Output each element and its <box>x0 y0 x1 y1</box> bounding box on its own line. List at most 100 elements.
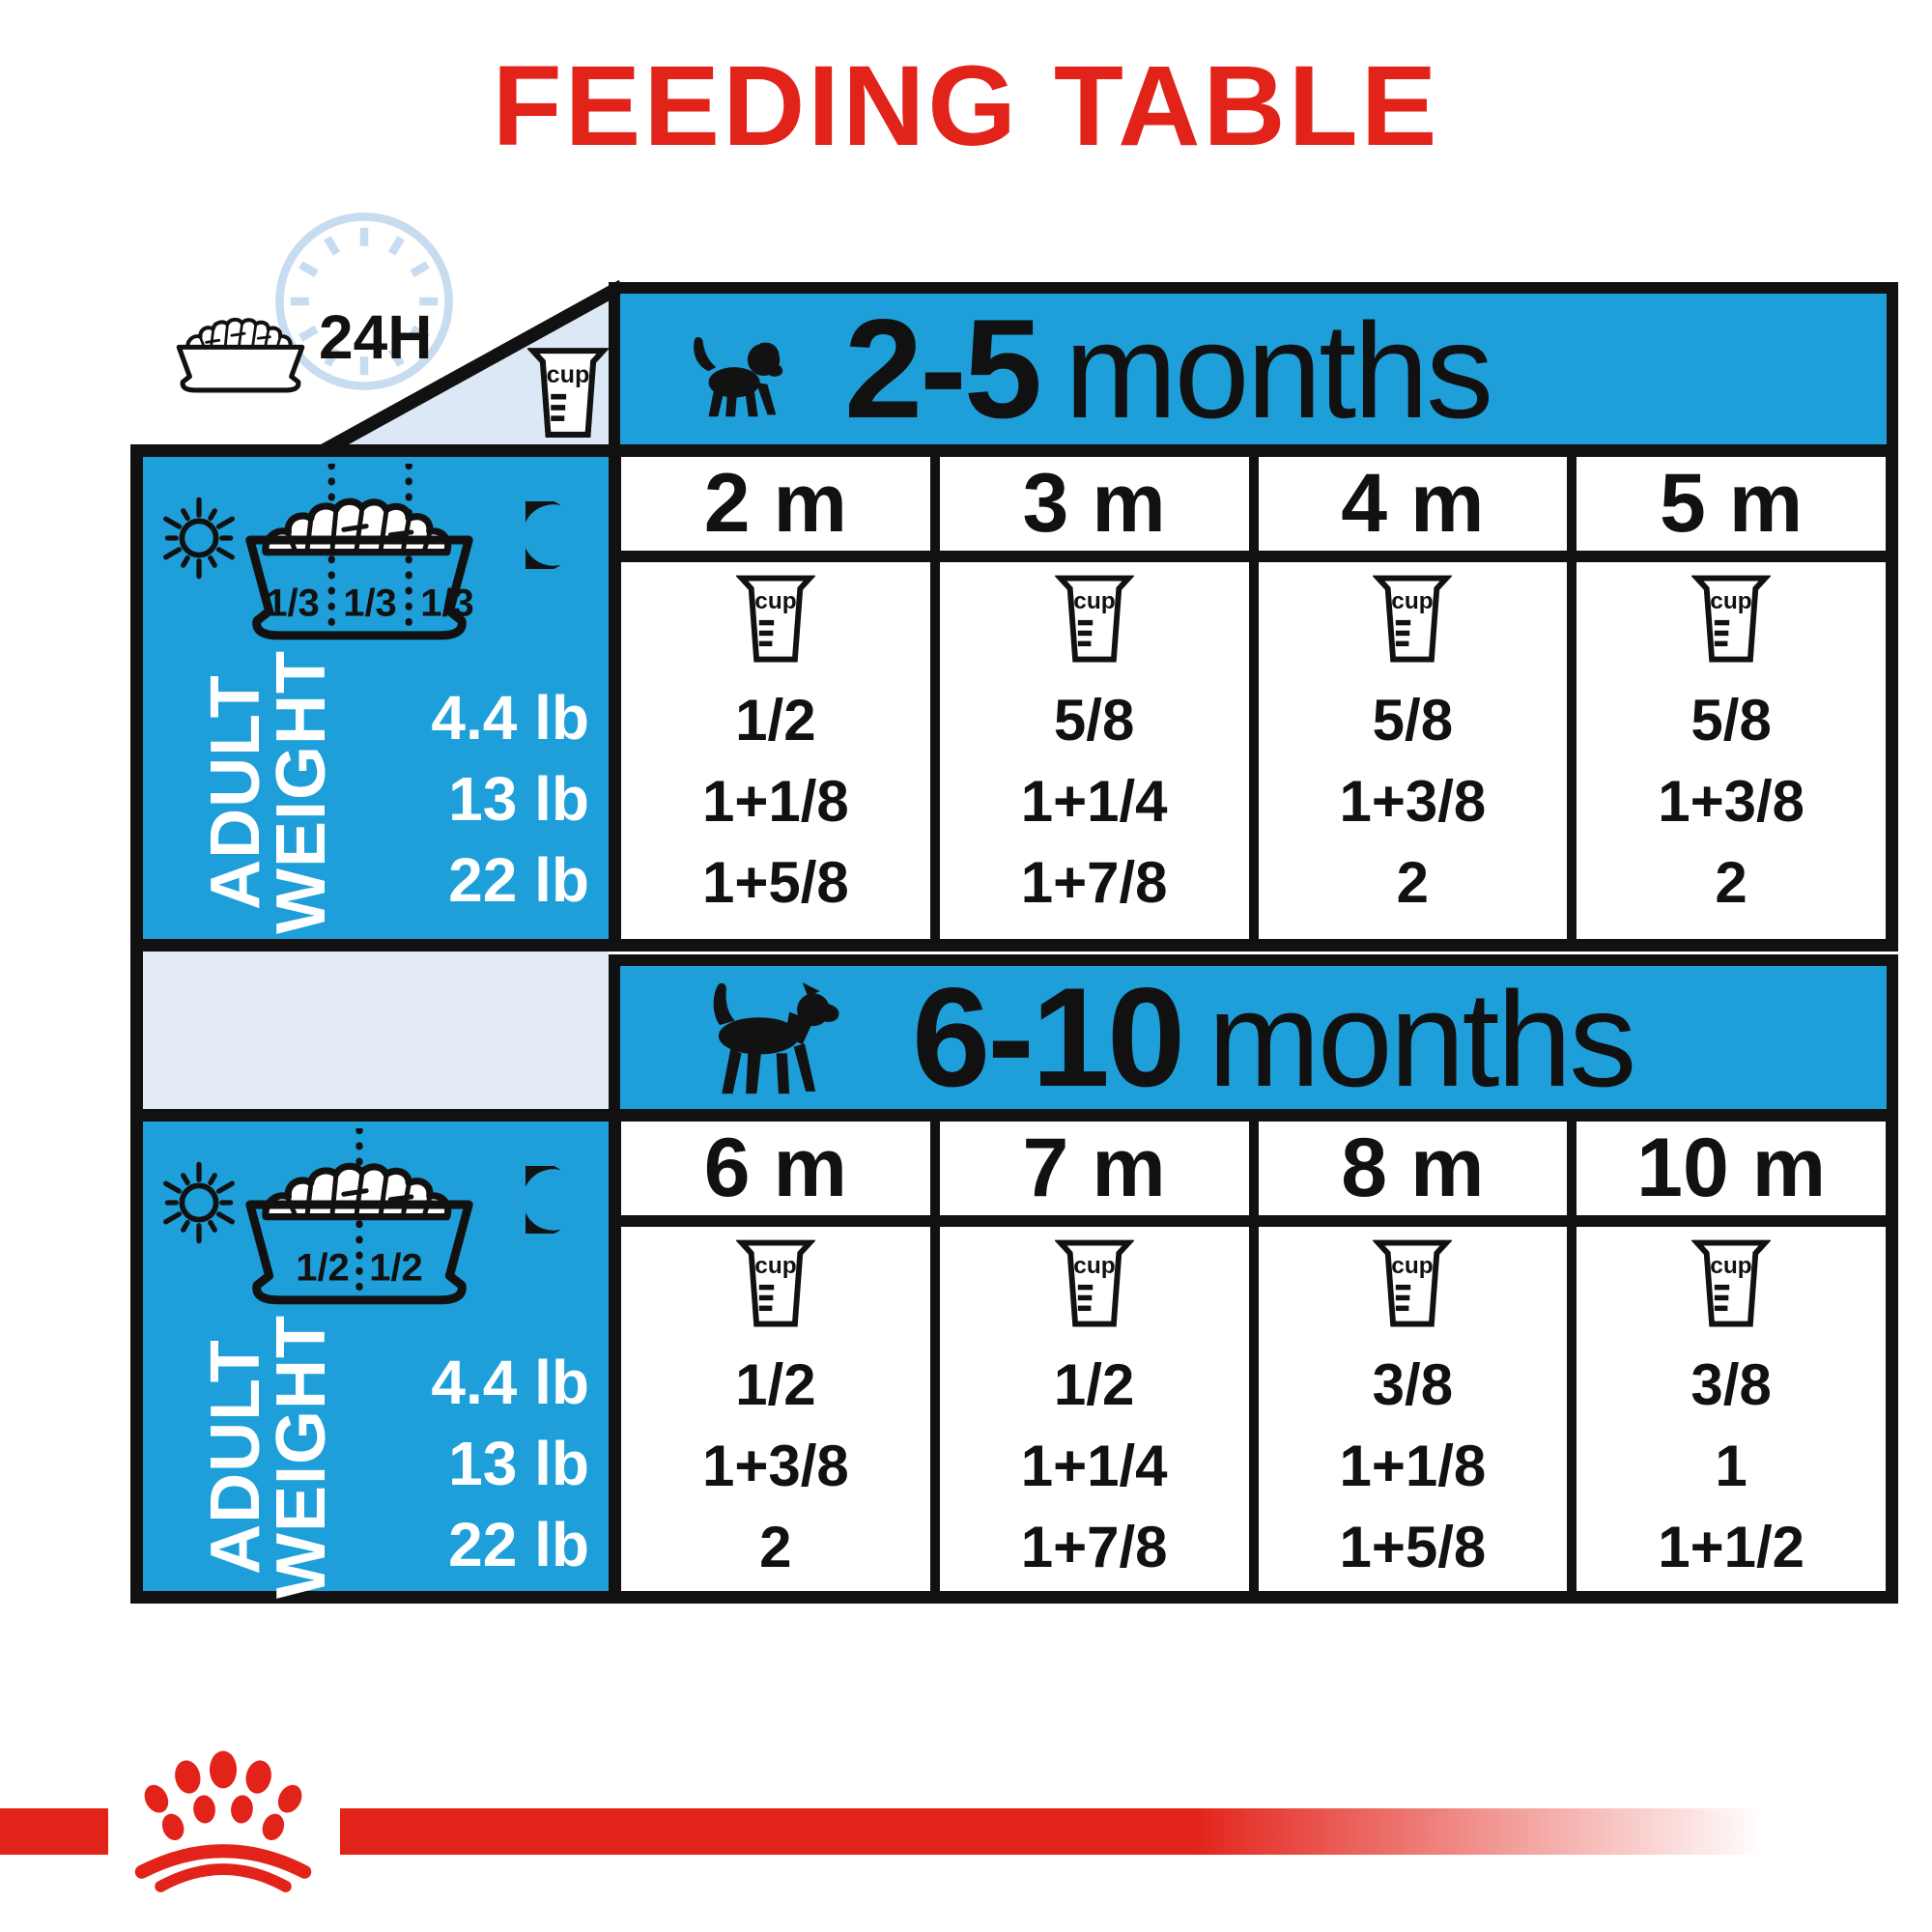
feed-value: 1/2 <box>735 688 816 753</box>
feed-value: 1+3/8 <box>1339 769 1487 834</box>
duration-label: 24H <box>319 302 433 372</box>
feed-value: 5/8 <box>1053 688 1135 753</box>
portion-label: 1/2 <box>296 1246 350 1290</box>
measuring-cup-icon: cup <box>1054 1239 1134 1327</box>
feeding-cell: cup 3/8 1 1+1/2 <box>1577 1227 1886 1591</box>
month-header: 7 m <box>939 1122 1249 1227</box>
month-column: 4 m cup 5/8 1+3/8 2 <box>1248 457 1568 939</box>
cup-label: cup <box>1710 588 1751 614</box>
month-column: 7 m cup 1/2 1+1/4 1+7/8 <box>929 1122 1249 1591</box>
cup-label: cup <box>1710 1253 1751 1279</box>
feed-value: 5/8 <box>1372 688 1454 753</box>
age-unit: months <box>1208 962 1636 1115</box>
feed-value: 1+7/8 <box>1020 1515 1168 1579</box>
month-header: 5 m <box>1577 457 1886 562</box>
feed-value: 1+1/8 <box>701 769 849 834</box>
feeding-cell: cup 5/8 1+1/4 1+7/8 <box>940 562 1249 939</box>
adult-dog-icon <box>713 982 839 1094</box>
feed-value: 3/8 <box>1690 1352 1772 1417</box>
month-header: 2 m <box>621 457 930 562</box>
feed-value: 2 <box>1396 850 1430 915</box>
feed-value: 1+5/8 <box>1339 1515 1487 1579</box>
kibble-bowl-icon <box>176 317 305 393</box>
page-title: FEEDING TABLE <box>492 43 1440 170</box>
measuring-cup-icon: cup <box>1373 575 1453 663</box>
feed-value: 1/2 <box>735 1352 816 1417</box>
feed-value: 5/8 <box>1690 688 1772 753</box>
cup-label: cup <box>1073 588 1115 614</box>
month-column: 10 m cup 3/8 1 1+1/2 <box>1567 1122 1886 1591</box>
feeding-cell: cup 5/8 1+3/8 2 <box>1577 562 1886 939</box>
measuring-cup-icon: cup <box>1691 575 1772 663</box>
feed-value: 1+3/8 <box>1658 769 1805 834</box>
weight-list: 4.4 lb 13 lb 22 lb <box>288 1342 589 1585</box>
weight-label: 22 lb <box>448 1510 589 1579</box>
feeding-cell: cup 1/2 1+1/4 1+7/8 <box>940 1227 1249 1591</box>
cup-label: cup <box>1392 1253 1434 1279</box>
age-band-6-10-months: 6-10 months <box>609 954 1898 1109</box>
feed-value: 2 <box>1715 850 1747 915</box>
weight-panel-6-10: 1/2 1/2 ADULT WEIGHT 4.4 lb 13 lb 22 lb <box>130 1109 609 1604</box>
measuring-cup-icon: cup <box>735 1239 815 1327</box>
measuring-cup-icon: cup <box>527 348 609 438</box>
weight-label: 13 lb <box>448 764 589 834</box>
month-column: 3 m cup 5/8 1+1/4 1+7/8 <box>929 457 1249 939</box>
brand-stripe-right <box>340 1808 1808 1855</box>
feeding-grid-6-10: 6 m cup 1/2 1+3/8 2 7 m cup <box>609 1109 1898 1604</box>
feed-value: 1+1/2 <box>1658 1515 1805 1579</box>
portion-label: 1/3 <box>420 582 474 625</box>
weight-label: 13 lb <box>448 1429 589 1498</box>
portion-bowl-thirds: 1/3 1/3 1/3 <box>229 464 490 642</box>
portion-bowl-icon <box>245 464 473 640</box>
feed-value: 1/2 <box>1053 1352 1135 1417</box>
month-header: 10 m <box>1577 1122 1886 1227</box>
weight-label: 22 lb <box>448 845 589 915</box>
weight-label: 4.4 lb <box>431 683 589 753</box>
portion-label: 1/3 <box>343 582 397 625</box>
clock-24h-icon <box>275 213 453 390</box>
brand-stripe-left <box>0 1808 108 1855</box>
portion-label: 1/3 <box>266 582 320 625</box>
cup-label: cup <box>754 588 796 614</box>
feed-value: 2 <box>759 1515 792 1579</box>
age-unit: months <box>1065 294 1493 446</box>
month-header: 6 m <box>621 1122 930 1227</box>
feed-value: 1+7/8 <box>1020 850 1168 915</box>
measuring-cup-icon: cup <box>735 575 815 663</box>
weight-panel-2-5: 1/3 1/3 1/3 ADULT WEIGHT 4.4 lb 13 lb 22… <box>130 444 609 952</box>
royal-canin-crown-logo <box>134 1750 312 1892</box>
month-column: 2 m cup 1/2 1+1/8 1+5/8 <box>621 457 930 939</box>
month-column: 5 m cup 5/8 1+3/8 2 <box>1567 457 1886 939</box>
portion-label: 1/2 <box>369 1246 423 1290</box>
feeding-cell: cup 5/8 1+3/8 2 <box>1259 562 1568 939</box>
sun-icon <box>163 1161 235 1244</box>
portion-bowl-halves: 1/2 1/2 <box>229 1128 490 1307</box>
feed-value: 1+1/4 <box>1020 769 1168 834</box>
weight-list: 4.4 lb 13 lb 22 lb <box>288 677 589 921</box>
feeding-grid-2-5: 2 m cup 1/2 1+1/8 1+5/8 3 m cup <box>609 444 1898 952</box>
month-column: 8 m cup 3/8 1+1/8 1+5/8 <box>1248 1122 1568 1591</box>
feeding-cell: cup 1/2 1+3/8 2 <box>621 1227 930 1591</box>
cup-label: cup <box>547 361 590 388</box>
portion-bowl-icon <box>245 1128 473 1305</box>
sun-icon <box>163 497 235 580</box>
row-header-line1: ADULT <box>197 674 274 910</box>
feeding-cell: cup 1/2 1+1/8 1+5/8 <box>621 562 930 939</box>
feed-value: 1+1/4 <box>1020 1434 1168 1498</box>
feed-value: 3/8 <box>1372 1352 1454 1417</box>
measuring-cup-icon: cup <box>1373 1239 1453 1327</box>
month-header: 4 m <box>1258 457 1568 562</box>
feed-value: 1+1/8 <box>1339 1434 1487 1498</box>
month-header: 8 m <box>1258 1122 1568 1227</box>
month-column: 6 m cup 1/2 1+3/8 2 <box>621 1122 930 1591</box>
month-header: 3 m <box>939 457 1249 562</box>
row-header-line1: ADULT <box>197 1339 274 1575</box>
measuring-cup-icon: cup <box>1691 1239 1772 1327</box>
cup-label: cup <box>754 1253 796 1279</box>
separator-strip <box>130 952 609 1109</box>
feed-value: 1 <box>1715 1434 1747 1498</box>
age-range: 6-10 <box>912 957 1185 1116</box>
puppy-icon <box>694 337 783 417</box>
feed-value: 1+5/8 <box>701 850 849 915</box>
